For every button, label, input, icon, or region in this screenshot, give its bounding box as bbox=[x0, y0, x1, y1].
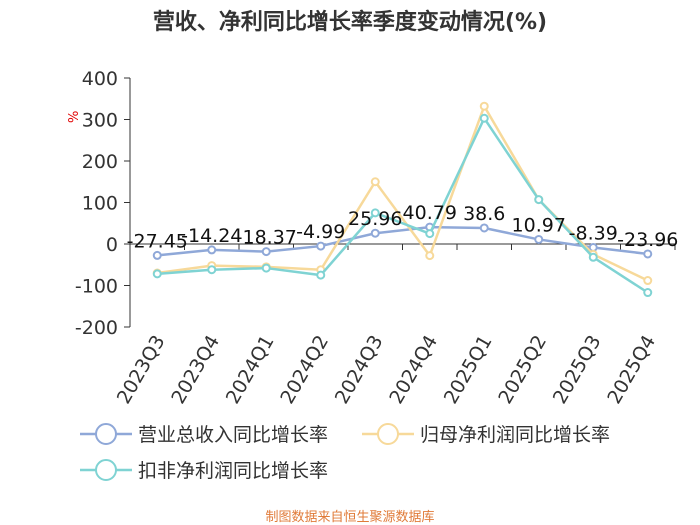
data-point bbox=[370, 208, 380, 218]
data-point bbox=[207, 265, 217, 275]
data-point bbox=[207, 245, 217, 255]
data-label: 10.97 bbox=[512, 214, 566, 236]
data-label: 25.96 bbox=[348, 208, 402, 230]
legend-marker-icon bbox=[377, 423, 399, 445]
data-point bbox=[643, 276, 653, 286]
data-point bbox=[479, 101, 489, 111]
data-point bbox=[479, 223, 489, 233]
series-line-0 bbox=[157, 225, 648, 257]
series-line-1 bbox=[157, 103, 649, 282]
series-lines bbox=[152, 101, 653, 298]
data-point bbox=[152, 269, 162, 279]
x-tick-label: 2025Q1 bbox=[440, 332, 497, 408]
data-label: -8.39 bbox=[569, 222, 618, 244]
data-point bbox=[316, 270, 326, 280]
data-point bbox=[425, 229, 435, 239]
legend-label: 归母净利润同比增长率 bbox=[420, 424, 610, 446]
x-tick-label: 2024Q4 bbox=[385, 332, 442, 408]
x-tick-label: 2025Q2 bbox=[494, 332, 551, 408]
x-tick-label: 2024Q2 bbox=[276, 332, 333, 408]
y-tick-label: 400 bbox=[82, 68, 118, 90]
data-point bbox=[534, 195, 544, 205]
x-tick-label: 2025Q3 bbox=[549, 332, 606, 408]
data-point bbox=[261, 247, 271, 257]
data-label: 40.79 bbox=[403, 202, 457, 224]
x-tick-label: 2024Q3 bbox=[331, 332, 388, 408]
y-tick-label: 100 bbox=[82, 193, 118, 215]
y-tick-label: -200 bbox=[75, 317, 118, 339]
x-tick-label: 2024Q1 bbox=[222, 332, 279, 408]
y-tick-label: -100 bbox=[75, 276, 118, 298]
legend-marker-icon bbox=[95, 459, 117, 481]
legend-label: 扣非净利润同比增长率 bbox=[138, 460, 328, 482]
legend-label: 营业总收入同比增长率 bbox=[138, 424, 328, 446]
data-label: -18.37 bbox=[236, 227, 297, 249]
x-tick-label: 2023Q4 bbox=[167, 332, 224, 408]
data-point bbox=[534, 234, 544, 244]
legend-marker-icon bbox=[95, 423, 117, 445]
y-tick-label: 300 bbox=[82, 110, 118, 132]
data-point bbox=[643, 249, 653, 259]
chart-title: 营收、净利同比增长率季度变动情况(%) bbox=[152, 10, 548, 35]
data-point bbox=[479, 113, 489, 123]
data-label: -4.99 bbox=[296, 221, 345, 243]
y-axis-unit: % bbox=[67, 111, 82, 123]
x-tick-label: 2023Q3 bbox=[113, 332, 170, 408]
y-tick-label: 0 bbox=[106, 234, 118, 256]
x-tick-label: 2025Q4 bbox=[603, 332, 660, 408]
data-point bbox=[425, 251, 435, 261]
data-label: -23.96 bbox=[617, 229, 678, 251]
data-label: -14.24 bbox=[181, 225, 242, 247]
data-label: 38.6 bbox=[463, 203, 505, 225]
data-point bbox=[370, 228, 380, 238]
y-tick-label: 200 bbox=[82, 151, 118, 173]
source-footer: 制图数据来自恒生聚源数据库 bbox=[265, 510, 435, 525]
data-point bbox=[152, 250, 162, 260]
data-point bbox=[643, 288, 653, 298]
data-point bbox=[261, 263, 271, 273]
data-point bbox=[370, 177, 380, 187]
data-label: -27.45 bbox=[127, 230, 188, 252]
data-point bbox=[316, 241, 326, 251]
series-line-2 bbox=[157, 115, 649, 294]
data-point bbox=[588, 252, 598, 262]
